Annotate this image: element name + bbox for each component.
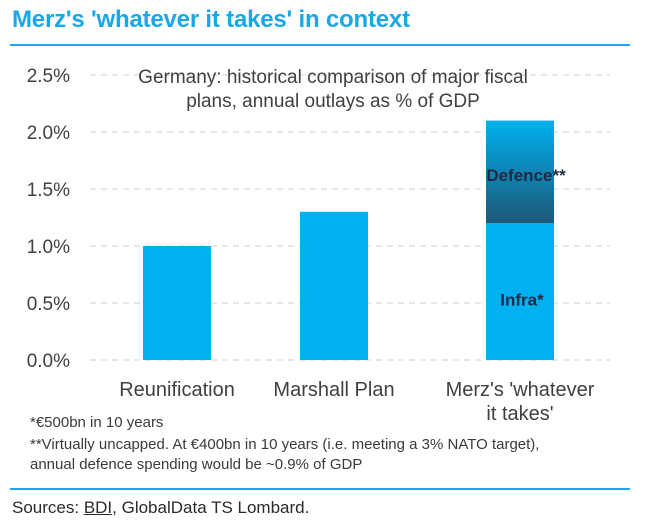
bar-chart: 0.0% 0.5% 1.0% 1.5% 2.0% 2.5% Infra* Defence** G… [27, 66, 610, 420]
bar-infra [486, 223, 554, 360]
footnote-infra: *€500bn in 10 years [30, 414, 164, 431]
bar-defence [486, 120, 554, 224]
bar-infra [300, 211, 368, 360]
sources-prefix: Sources: [12, 498, 84, 517]
chart-title-line: Germany: historical comparison of major … [138, 67, 528, 88]
y-tick-label: 0.0% [27, 351, 70, 372]
y-tick-label: 2.0% [27, 123, 70, 144]
y-tick-label: 1.5% [27, 180, 70, 201]
sources-line: Sources: BDI, GlobalData TS Lombard. [12, 498, 309, 518]
series-label-infra: Infra* [500, 291, 544, 310]
bar-infra [143, 246, 211, 360]
y-tick-label: 2.5% [27, 66, 70, 87]
x-category-label: Merz's 'whatever [446, 379, 595, 401]
series-label-defence: Defence** [486, 166, 566, 185]
x-category-label: it takes' [486, 403, 553, 420]
chart-title-line: plans, annual outlays as % of GDP [186, 91, 480, 112]
sources-rest: , GlobalData TS Lombard. [112, 498, 310, 517]
x-category-label: Reunification [119, 379, 235, 401]
sources-divider [10, 488, 630, 490]
y-tick-label: 0.5% [27, 294, 70, 315]
sources-bdi-link[interactable]: BDI [83, 498, 113, 517]
footnote-defence-2: annual defence spending would be ~0.9% o… [30, 456, 363, 473]
title-divider [10, 44, 630, 46]
footnote-defence-1: **Virtually uncapped. At €400bn in 10 ye… [30, 436, 540, 453]
x-category-label: Marshall Plan [273, 379, 394, 401]
y-tick-label: 1.0% [27, 237, 70, 258]
page-title: Merz's 'whatever it takes' in context [12, 6, 410, 33]
